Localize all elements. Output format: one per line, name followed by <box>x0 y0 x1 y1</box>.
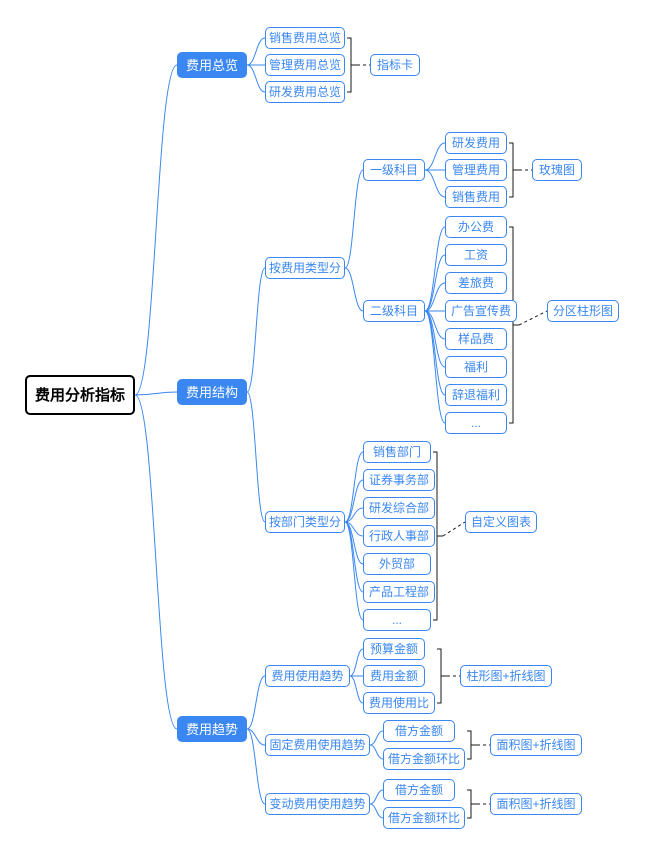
node-tu_chart: 柱形图+折线图 <box>460 665 552 687</box>
node-d_trade: 外贸部 <box>363 553 431 575</box>
node-ov_rd: 研发费用总览 <box>265 81 345 103</box>
node-tv_ratio: 借方金额环比 <box>383 807 465 829</box>
node-ov_chart: 指标卡 <box>370 54 420 76</box>
node-l1_chart: 玫瑰图 <box>532 159 582 181</box>
node-l2_sev: 辞退福利 <box>445 384 507 406</box>
node-lvl2: 二级科目 <box>363 300 425 322</box>
node-t_fixed: 固定费用使用趋势 <box>265 734 370 756</box>
node-by_exp: 按费用类型分 <box>265 257 345 279</box>
connector-layer <box>0 0 670 841</box>
node-tv_chart: 面积图+折线图 <box>490 793 582 815</box>
node-t_use: 费用使用趋势 <box>265 665 350 687</box>
node-d_prod: 产品工程部 <box>363 581 435 603</box>
node-tu_exp: 费用金额 <box>363 665 425 687</box>
node-l2_chart: 分区柱形图 <box>547 300 619 322</box>
node-l1_rd: 研发费用 <box>445 132 507 154</box>
node-ov_sales: 销售费用总览 <box>265 27 345 49</box>
node-trend: 费用趋势 <box>177 716 247 742</box>
node-tu_ratio: 费用使用比 <box>363 692 435 714</box>
node-l1_mgmt: 管理费用 <box>445 159 507 181</box>
node-l2_ad: 广告宣传费 <box>445 300 517 322</box>
node-l2_more: ... <box>445 412 507 434</box>
node-d_rd: 研发综合部 <box>363 497 435 519</box>
node-d_sec: 证券事务部 <box>363 469 435 491</box>
node-tf_chart: 面积图+折线图 <box>490 734 582 756</box>
node-tv_debit: 借方金额 <box>383 779 455 801</box>
node-l2_sample: 样品费 <box>445 328 507 350</box>
node-structure: 费用结构 <box>177 379 247 405</box>
node-by_dept: 按部门类型分 <box>265 511 345 533</box>
node-tf_debit: 借方金额 <box>383 720 455 742</box>
node-d_sales: 销售部门 <box>363 441 431 463</box>
node-t_var: 变动费用使用趋势 <box>265 793 370 815</box>
node-d_chart: 自定义图表 <box>465 511 537 533</box>
node-overview: 费用总览 <box>177 52 247 78</box>
node-l2_wage: 工资 <box>445 244 507 266</box>
node-l2_welfare: 福利 <box>445 356 507 378</box>
node-d_more: ... <box>363 609 431 631</box>
node-tu_budget: 预算金额 <box>363 638 425 660</box>
node-d_hr: 行政人事部 <box>363 525 435 547</box>
node-l1_sales: 销售费用 <box>445 186 507 208</box>
node-l2_travel: 差旅费 <box>445 272 507 294</box>
node-lvl1: 一级科目 <box>363 159 425 181</box>
node-ov_mgmt: 管理费用总览 <box>265 54 345 76</box>
node-tf_ratio: 借方金额环比 <box>383 748 465 770</box>
node-root: 费用分析指标 <box>25 375 135 415</box>
node-l2_office: 办公费 <box>445 216 507 238</box>
